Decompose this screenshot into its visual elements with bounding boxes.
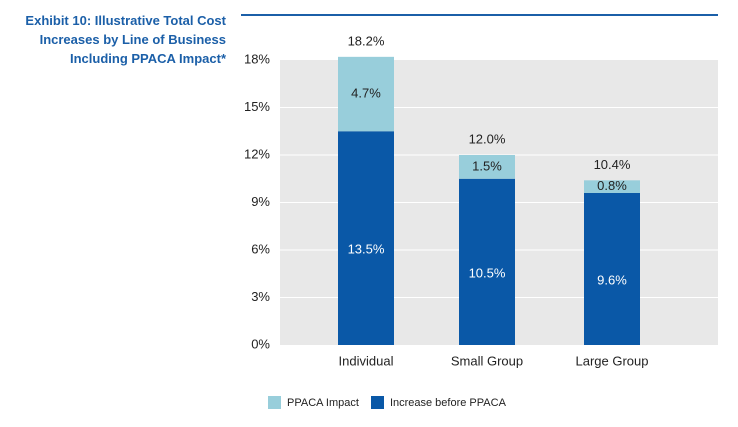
x-category-label: Large Group xyxy=(576,353,649,368)
y-tick-label: 0% xyxy=(251,336,270,351)
data-label-total: 12.0% xyxy=(469,131,506,146)
title-rule xyxy=(241,14,718,16)
chart-title-line: Exhibit 10: Illustrative Total Cost xyxy=(25,13,226,28)
data-label-base: 13.5% xyxy=(348,242,385,257)
y-tick-label: 12% xyxy=(244,146,270,161)
data-label-total: 18.2% xyxy=(348,33,385,48)
legend-label: PPACA Impact xyxy=(287,396,359,409)
y-tick-label: 15% xyxy=(244,99,270,114)
chart-title-line: Increases by Line of Business xyxy=(39,32,226,47)
bar-segment-base xyxy=(459,178,515,345)
data-label-total: 10.4% xyxy=(594,157,631,172)
y-tick-label: 3% xyxy=(251,289,270,304)
data-label-impact: 0.8% xyxy=(597,178,627,193)
chart-title: Exhibit 10: Illustrative Total Cost Incr… xyxy=(0,11,226,68)
chart-legend: PPACA Impact Increase before PPACA xyxy=(268,396,518,409)
data-label-impact: 1.5% xyxy=(472,158,502,173)
bar-segment-base xyxy=(584,193,640,345)
data-label-base: 9.6% xyxy=(597,272,627,287)
y-tick-label: 6% xyxy=(251,241,270,256)
bar-segment-impact xyxy=(338,56,394,132)
legend-label: Increase before PPACA xyxy=(389,396,506,409)
legend-swatch-impact xyxy=(268,396,281,409)
bar-segment-base xyxy=(338,131,394,345)
chart-title-line: Including PPACA Impact* xyxy=(69,51,226,66)
y-tick-label: 9% xyxy=(251,194,270,209)
y-tick-label: 18% xyxy=(244,51,270,66)
data-label-base: 10.5% xyxy=(469,265,506,280)
bar-segment-impact xyxy=(584,180,640,193)
x-category-label: Individual xyxy=(339,353,394,368)
legend-item-increase-before: Increase before PPACA xyxy=(370,396,506,409)
bar-segment-impact xyxy=(459,155,515,179)
legend-swatch-base xyxy=(370,396,384,409)
x-category-label: Small Group xyxy=(451,353,523,368)
data-label-impact: 4.7% xyxy=(351,85,381,100)
legend-item-ppaca-impact: PPACA Impact xyxy=(268,396,359,409)
